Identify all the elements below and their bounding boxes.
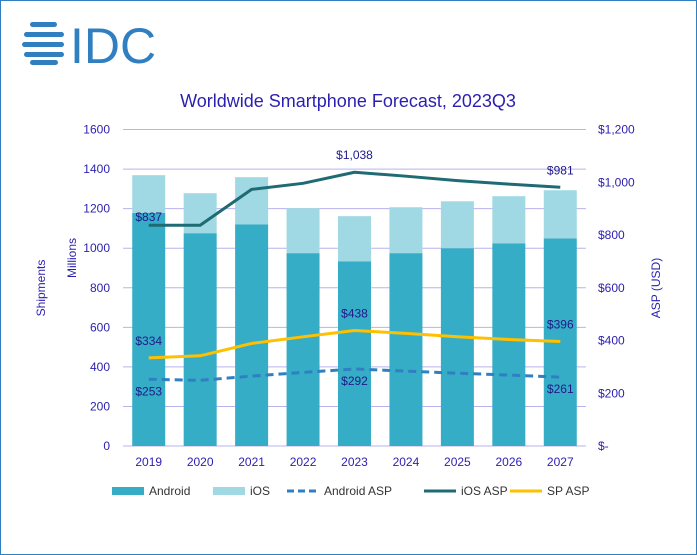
bar-android <box>183 233 217 446</box>
logo-stripe <box>24 32 64 37</box>
idc-logo: IDC <box>22 18 156 74</box>
y-tick-right: $200 <box>598 386 625 400</box>
line-ios-asp <box>148 170 561 227</box>
y-tick-left: 800 <box>90 281 110 295</box>
logo-stripe <box>30 22 57 27</box>
y-tick-right: $1,200 <box>598 123 635 137</box>
bar-android <box>338 261 371 446</box>
x-tick: 2020 <box>187 455 214 469</box>
legend-swatch <box>213 487 245 495</box>
x-tick: 2019 <box>135 455 162 469</box>
data-label: $1,038 <box>336 148 373 162</box>
data-label: $292 <box>341 374 368 388</box>
x-tick: 2021 <box>238 455 265 469</box>
line-android-asp <box>148 367 561 382</box>
logo-stripe <box>30 60 58 65</box>
bar-ios <box>286 208 320 254</box>
y-tick-left: 600 <box>90 320 110 334</box>
y-tick-left: 1000 <box>83 241 110 255</box>
data-label: $334 <box>135 334 162 348</box>
y-tick-left: 1400 <box>83 162 110 176</box>
y-axis-left-label: Shipments <box>34 260 48 317</box>
y-axis-left-unit: Millions <box>65 238 79 278</box>
legend-label: iOS ASP <box>461 484 508 498</box>
bar-android <box>492 243 526 446</box>
bar-ios <box>543 190 577 239</box>
line-sp-asp <box>148 328 561 360</box>
bar-android <box>235 224 269 446</box>
legend-label: Android <box>149 484 190 498</box>
y-tick-right: $600 <box>598 281 625 295</box>
bar-ios <box>338 216 371 262</box>
x-tick: 2024 <box>393 455 420 469</box>
y-tick-left: 1600 <box>83 123 110 137</box>
y-tick-right: $800 <box>598 228 625 242</box>
x-tick: 2023 <box>341 455 368 469</box>
logo-text: IDC <box>70 18 156 74</box>
legend-label: Android ASP <box>324 484 392 498</box>
x-tick: 2026 <box>495 455 522 469</box>
bar-ios <box>389 207 423 254</box>
data-label: $837 <box>135 210 162 224</box>
y-tick-right: $- <box>598 439 609 453</box>
data-label: $396 <box>547 318 574 332</box>
data-label: $253 <box>135 384 162 398</box>
bar-android <box>286 253 320 446</box>
logo-stripe <box>24 52 64 57</box>
y-tick-right: $400 <box>598 334 625 348</box>
bar-android <box>389 253 423 446</box>
x-tick: 2025 <box>444 455 471 469</box>
y-tick-left: 1200 <box>83 202 110 216</box>
legend-label: SP ASP <box>547 484 589 498</box>
x-tick: 2027 <box>547 455 574 469</box>
y-tick-left: 400 <box>90 360 110 374</box>
bar-ios <box>235 177 269 225</box>
data-label: $981 <box>547 163 574 177</box>
y-tick-right: $1,000 <box>598 175 635 189</box>
legend-label: iOS <box>250 484 270 498</box>
y-tick-left: 200 <box>90 399 110 413</box>
bar-ios <box>492 196 526 244</box>
y-tick-left: 0 <box>103 439 110 453</box>
logo-stripe <box>22 42 64 47</box>
data-label: $438 <box>341 306 368 320</box>
chart-title: Worldwide Smartphone Forecast, 2023Q3 <box>180 91 516 111</box>
bar-android <box>132 212 166 446</box>
bar-ios <box>132 175 166 213</box>
data-label: $261 <box>547 382 574 396</box>
x-tick: 2022 <box>290 455 317 469</box>
bar-android <box>440 248 474 446</box>
bar-ios <box>440 201 474 249</box>
y-axis-right-label: ASP (USD) <box>649 258 663 318</box>
legend-swatch <box>112 487 144 495</box>
bar-ios <box>183 193 217 234</box>
